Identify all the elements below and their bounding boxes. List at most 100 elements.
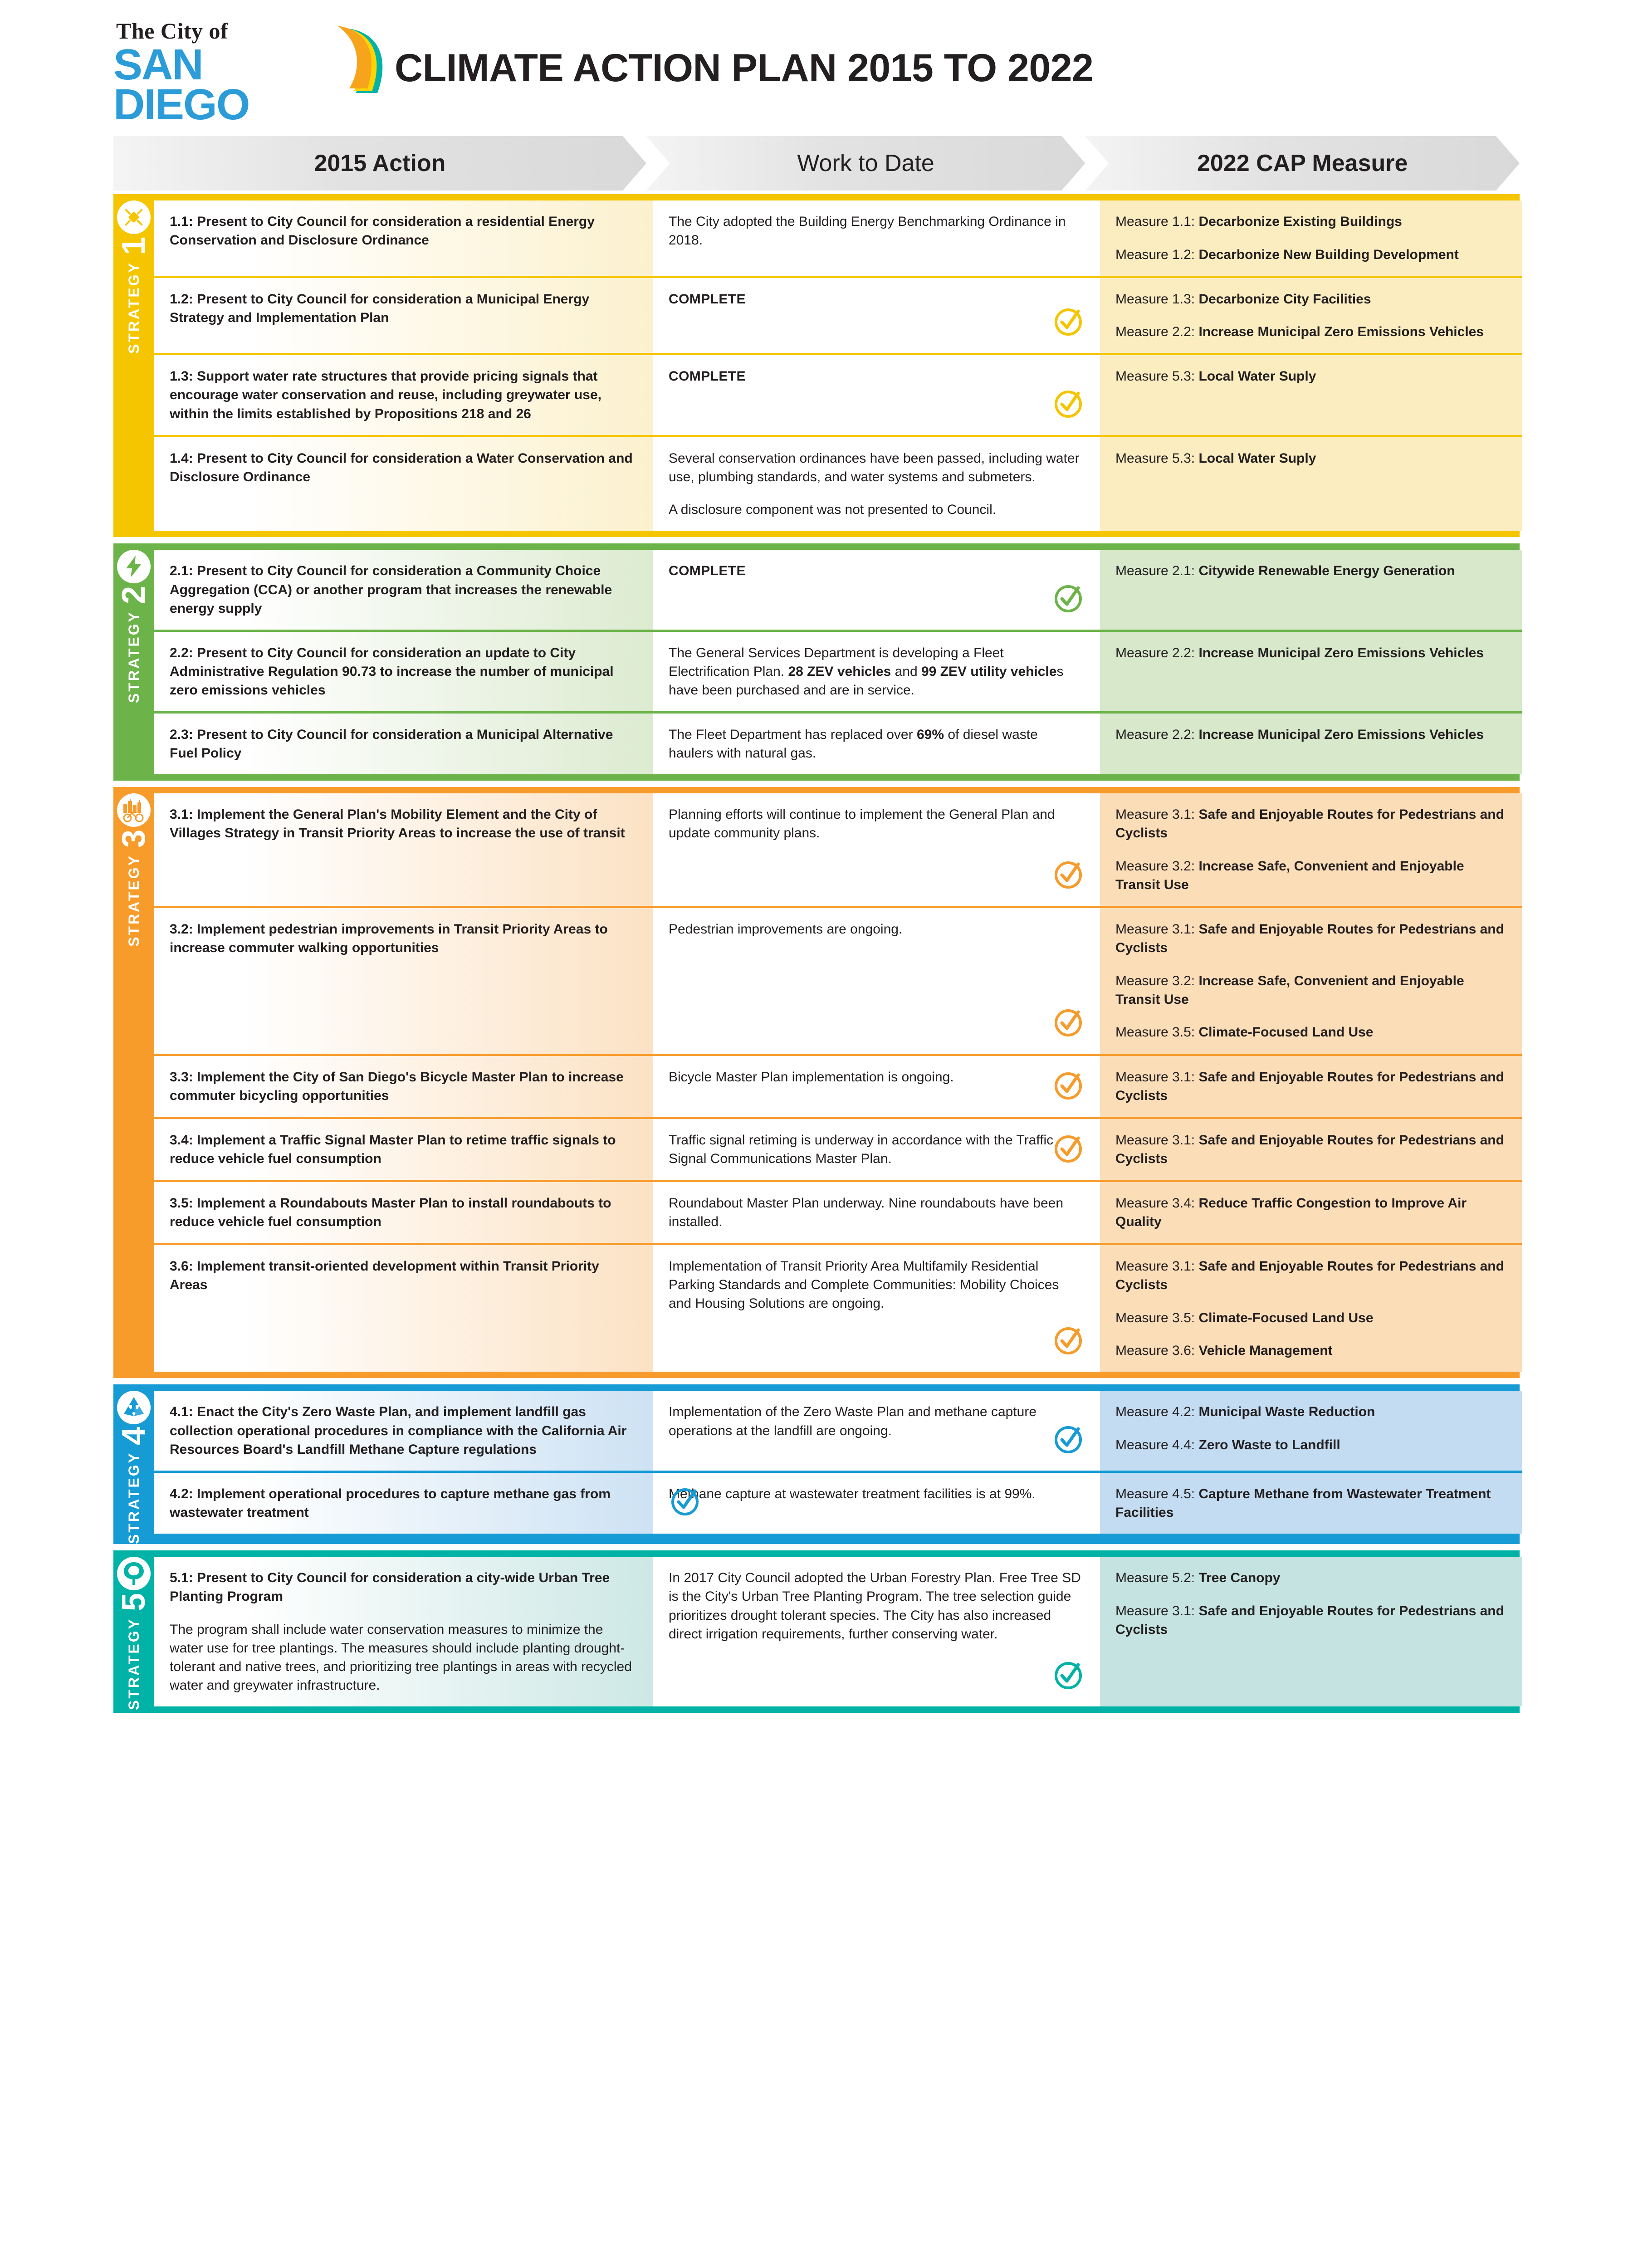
action-text: 3.4: Implement a Traffic Signal Master P… <box>170 1132 616 1166</box>
strategy-number: 4 <box>116 1427 152 1446</box>
strategy-rail-4: STRATEGY 4 <box>113 1384 154 1544</box>
action-text: 1.4: Present to City Council for conside… <box>170 450 633 484</box>
measure-item: Measure 3.1: Safe and Enjoyable Routes f… <box>1115 1132 1504 1166</box>
cell-work-to-date: Bicycle Master Plan implementation is on… <box>653 1056 1100 1117</box>
table-row: 2.1: Present to City Council for conside… <box>154 550 1522 630</box>
check-circle-icon <box>1052 1658 1085 1691</box>
column-header-work-to-date: Work to Date <box>646 136 1085 191</box>
strategy-rows: 5.1: Present to City Council for conside… <box>154 1550 1522 1713</box>
page-header: The City of SAN DIEGO CLIMATE ACTION PLA… <box>0 0 1633 136</box>
strategy-block-1: STRATEGY 1 1.1: Present to City Council … <box>113 194 1522 538</box>
cell-work-to-date: Several conservation ordinances have bee… <box>653 437 1100 531</box>
table-row: 3.2: Implement pedestrian improvements i… <box>154 906 1522 1054</box>
cell-2022-cap-measure: Measure 3.1: Safe and Enjoyable Routes f… <box>1100 908 1522 1054</box>
measure-item: Measure 2.2: Increase Municipal Zero Emi… <box>1115 645 1484 660</box>
work-text: Implementation of the Zero Waste Plan an… <box>669 1404 1037 1438</box>
table-row: 1.3: Support water rate structures that … <box>154 353 1522 435</box>
strategy-rail-3: STRATEGY 3 <box>113 787 154 1378</box>
cell-work-to-date: In 2017 City Council adopted the Urban F… <box>653 1557 1100 1707</box>
strategy-word: STRATEGY <box>126 854 142 947</box>
strategy-rail-text: STRATEGY 3 <box>116 830 152 947</box>
cell-2015-action: 4.1: Enact the City's Zero Waste Plan, a… <box>154 1391 653 1471</box>
cell-2022-cap-measure: Measure 3.1: Safe and Enjoyable Routes f… <box>1100 1056 1522 1117</box>
measure-item: Measure 4.4: Zero Waste to Landfill <box>1115 1437 1340 1453</box>
action-text: 5.1: Present to City Council for conside… <box>170 1570 610 1604</box>
action-text: 2.1: Present to City Council for conside… <box>170 563 612 616</box>
table-row: 2.2: Present to City Council for conside… <box>154 629 1522 711</box>
action-text: 1.3: Support water rate structures that … <box>170 369 601 421</box>
strategy-rail-text: STRATEGY 1 <box>116 237 152 354</box>
cell-work-to-date: Planning efforts will continue to implem… <box>653 793 1100 906</box>
cell-2015-action: 4.2: Implement operational procedures to… <box>154 1472 653 1534</box>
cell-2022-cap-measure: Measure 5.3: Local Water Suply <box>1100 437 1522 531</box>
action-text: 3.1: Implement the General Plan's Mobili… <box>170 807 625 841</box>
cell-2022-cap-measure: Measure 2.2: Increase Municipal Zero Emi… <box>1100 631 1522 711</box>
work-text: Several conservation ordinances have bee… <box>669 450 1080 484</box>
column-header-2015-action: 2015 Action <box>113 136 646 191</box>
strategy-word: STRATEGY <box>126 1618 142 1711</box>
cell-2015-action: 1.2: Present to City Council for conside… <box>154 278 653 353</box>
cell-2015-action: 3.6: Implement transit-oriented developm… <box>154 1245 653 1372</box>
sandiego-swoosh-icon <box>336 25 395 98</box>
work-text: Planning efforts will continue to implem… <box>669 807 1055 841</box>
work-text: Implementation of Transit Priority Area … <box>669 1259 1059 1311</box>
cell-work-to-date: COMPLETE <box>653 355 1100 435</box>
measure-item: Measure 3.5: Climate-Focused Land Use <box>1115 1310 1374 1325</box>
action-text: 4.1: Enact the City's Zero Waste Plan, a… <box>170 1404 627 1457</box>
lightning-bolt-icon <box>117 550 151 584</box>
cell-work-to-date: Implementation of Transit Priority Area … <box>653 1245 1100 1372</box>
city-logo: The City of SAN DIEGO <box>113 11 395 129</box>
cell-2015-action: 1.1: Present to City Council for conside… <box>154 200 653 276</box>
strategy-rail-text: STRATEGY 2 <box>116 586 152 704</box>
work-text: Methane capture at wastewater treatment … <box>669 1486 1036 1501</box>
cell-2015-action: 3.4: Implement a Traffic Signal Master P… <box>154 1119 653 1180</box>
cell-2022-cap-measure: Measure 5.3: Local Water Suply <box>1100 355 1522 435</box>
tree-icon <box>117 1557 151 1591</box>
measure-item: Measure 5.3: Local Water Suply <box>1115 369 1316 384</box>
strategy-rows: 4.1: Enact the City's Zero Waste Plan, a… <box>154 1384 1522 1544</box>
strategy-word: STRATEGY <box>126 1452 142 1545</box>
measure-item: Measure 3.1: Safe and Enjoyable Routes f… <box>1115 1069 1504 1103</box>
measure-item: Measure 3.1: Safe and Enjoyable Routes f… <box>1115 922 1504 956</box>
cell-2015-action: 1.3: Support water rate structures that … <box>154 355 653 435</box>
cell-work-to-date: Implementation of the Zero Waste Plan an… <box>653 1391 1100 1471</box>
measure-item: Measure 4.2: Municipal Waste Reduction <box>1115 1404 1375 1420</box>
action-text: 4.2: Implement operational procedures to… <box>170 1486 611 1520</box>
action-text: 1.2: Present to City Council for conside… <box>170 291 590 325</box>
cell-work-to-date: Traffic signal retiming is underway in a… <box>653 1119 1100 1180</box>
logo-wordmark: SAN DIEGO <box>113 40 250 129</box>
cell-2022-cap-measure: Measure 2.1: Citywide Renewable Energy G… <box>1100 550 1522 630</box>
work-text: Roundabout Master Plan underway. Nine ro… <box>669 1195 1064 1229</box>
action-text: 2.3: Present to City Council for conside… <box>170 727 613 761</box>
cell-2015-action: 3.5: Implement a Roundabouts Master Plan… <box>154 1182 653 1243</box>
check-circle-icon <box>1052 305 1085 337</box>
column-header-label: 2022 CAP Measure <box>1197 150 1408 176</box>
cell-2022-cap-measure: Measure 2.2: Increase Municipal Zero Emi… <box>1100 714 1522 775</box>
measure-item: Measure 5.3: Local Water Suply <box>1115 450 1316 466</box>
action-text: 3.3: Implement the City of San Diego's B… <box>170 1069 624 1103</box>
action-text: 3.6: Implement transit-oriented developm… <box>170 1259 599 1293</box>
table-row: 1.1: Present to City Council for conside… <box>154 200 1522 276</box>
measure-item: Measure 2.2: Increase Municipal Zero Emi… <box>1115 727 1484 742</box>
work-text: The City adopted the Building Energy Ben… <box>669 214 1066 248</box>
page-title: CLIMATE ACTION PLAN 2015 TO 2022 <box>395 46 1094 90</box>
check-circle-icon <box>1052 858 1085 890</box>
measure-item: Measure 4.5: Capture Methane from Wastew… <box>1115 1486 1491 1520</box>
measure-item: Measure 3.2: Increase Safe, Convenient a… <box>1115 858 1464 892</box>
cell-2022-cap-measure: Measure 4.5: Capture Methane from Wastew… <box>1100 1472 1522 1534</box>
table-row: 3.5: Implement a Roundabouts Master Plan… <box>154 1179 1522 1243</box>
strategy-word: STRATEGY <box>126 611 142 704</box>
measure-item: Measure 1.3: Decarbonize City Facilities <box>1115 291 1371 307</box>
measure-item: Measure 2.1: Citywide Renewable Energy G… <box>1115 563 1455 579</box>
cell-2015-action: 2.2: Present to City Council for conside… <box>154 631 653 711</box>
cell-2015-action: 1.4: Present to City Council for conside… <box>154 437 653 531</box>
strategy-word: STRATEGY <box>126 261 142 354</box>
table-row: 5.1: Present to City Council for conside… <box>154 1557 1522 1707</box>
table-row: 3.1: Implement the General Plan's Mobili… <box>154 793 1522 906</box>
measure-item: Measure 3.1: Safe and Enjoyable Routes f… <box>1115 1259 1504 1293</box>
cell-work-to-date: Roundabout Master Plan underway. Nine ro… <box>653 1182 1100 1243</box>
strategy-rail-text: STRATEGY 4 <box>116 1427 152 1545</box>
city-bicycle-icon <box>117 793 151 827</box>
action-text: 2.2: Present to City Council for conside… <box>170 645 614 698</box>
strategy-rows: 3.1: Implement the General Plan's Mobili… <box>154 787 1522 1378</box>
